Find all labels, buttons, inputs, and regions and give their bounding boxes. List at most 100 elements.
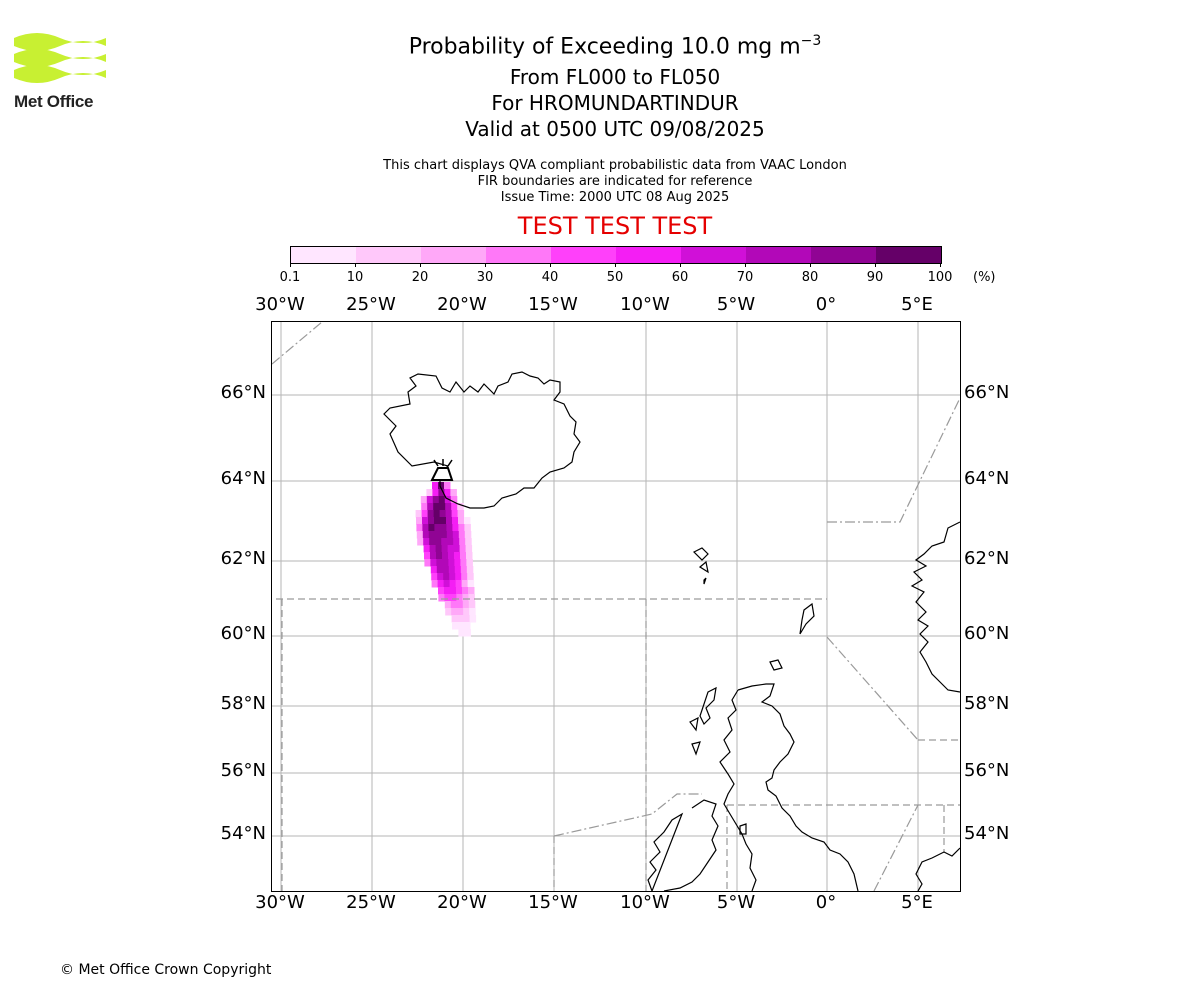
colorbar-tick [745,263,746,267]
plume-cell [436,566,444,574]
plume-cell [444,496,452,504]
colorbar-tick [355,263,356,267]
longitude-label-bottom: 25°W [346,892,396,913]
longitude-label-bottom: 10°W [620,892,670,913]
map-panel[interactable] [271,321,961,892]
plume-cell [464,517,471,525]
latitude-label-left: 54°N [220,823,266,844]
plume-cell [453,545,461,553]
plume-cell [415,510,423,518]
graticule [272,322,960,891]
fir-boundary [827,397,960,523]
plume-cell [456,594,463,602]
colorbar-segment [486,247,551,263]
plume-cell [432,496,440,504]
valid-time: Valid at 0500 UTC 09/08/2025 [465,117,765,142]
plume-cell [453,538,460,546]
colorbar-tick-label: 50 [606,270,624,285]
longitude-label-bottom: 15°W [528,892,578,913]
latitude-label-right: 58°N [964,693,1010,714]
plume-cell [445,608,452,616]
plume-cell [431,580,439,588]
plume-cell [430,559,437,567]
latitude-label-left: 64°N [220,468,266,489]
plume-cell [434,524,441,532]
colorbar-unit: (%) [973,270,996,285]
plume-cell [457,615,465,623]
plume-cell [460,559,467,567]
colorbar-segment [876,247,941,263]
colorbar-tick-label: 40 [541,270,559,285]
plume-cell [465,545,473,553]
plume-cell [458,517,465,525]
plume-cell [452,524,459,532]
title-exponent: −3 [800,33,822,49]
plume-cell [421,510,429,518]
description-line-1: This chart displays QVA compliant probab… [383,158,847,173]
plume-cell [422,517,429,525]
latitude-label-left: 60°N [220,623,266,644]
plume-cell [443,580,451,588]
plume-cell [444,482,451,490]
plume-cell [438,496,446,504]
plume-cell [431,573,438,581]
plume-cell [467,580,475,588]
colorbar-tick-label: 10 [346,270,364,285]
orkney-islands [769,659,783,671]
plume-cell [468,601,476,609]
hebrides [689,686,717,756]
latitude-label-right: 64°N [964,468,1010,489]
plume-cell [460,566,468,574]
chart-description: This chart displays QVA compliant probab… [315,158,915,206]
plume-cell [468,594,475,602]
plume-cell [427,503,434,511]
plume-cell [457,510,465,518]
plume-cell [434,517,441,525]
longitude-label-top: 15°W [528,294,578,315]
plume-cell [420,496,428,504]
title-main-text: Probability of Exceeding 10.0 mg m [408,34,801,60]
plume-cell [440,524,447,532]
plume-cell [451,615,459,623]
plume-cell [433,503,440,511]
plume-cell [456,601,464,609]
plume-cell [464,524,471,532]
map-canvas[interactable] [272,322,960,891]
plume-cell [444,594,451,602]
colorbar-tick [875,263,876,267]
plume-cell [448,552,455,560]
plume-cell [426,496,434,504]
longitude-label-top: 5°W [716,294,756,315]
plume-cell [433,510,441,518]
plume-cell [466,552,473,560]
plume-cell [450,601,458,609]
plume-cell [450,587,457,595]
latitude-label-right: 60°N [964,623,1010,644]
plume-cell [442,566,450,574]
plume-cell [439,503,446,511]
colorbar-segment [551,247,616,263]
plume-cell [430,552,437,560]
colorbar-segment [421,247,486,263]
plume-cell [432,482,439,490]
plume-cell [456,587,463,595]
plume-cell [429,538,436,546]
plume-cell [454,559,461,567]
plume-cell [445,503,452,511]
colorbar-tick [420,263,421,267]
plume-cell [469,615,477,623]
plume-cell [448,559,455,567]
scotland-west-coast [719,689,757,891]
plume-cell [440,517,447,525]
issue-time: Issue Time: 2000 UTC 08 Aug 2025 [500,190,730,205]
plume-cell [451,510,459,518]
plume-cell [468,587,475,595]
plume-cell [438,587,445,595]
plume-cell [450,496,458,504]
norway-coast [910,521,960,693]
latitude-label-left: 62°N [220,548,266,569]
plume-cell [447,538,454,546]
ash-probability-plume [415,482,477,637]
plume-cell [430,566,438,574]
plume-cell [443,573,450,581]
